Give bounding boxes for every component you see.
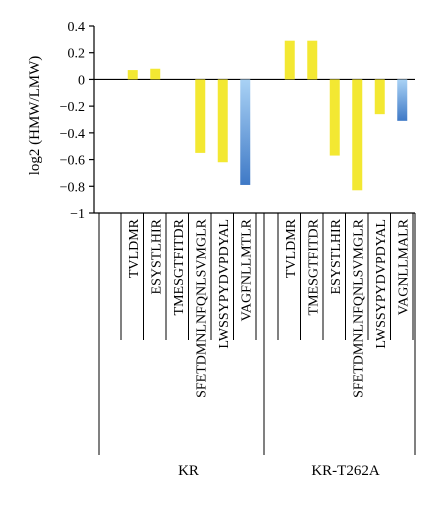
- category-label: TVLDMR: [127, 218, 142, 278]
- plot-area: 0.4 0.2 0 −0.2 −0.4 −0.6 −0.8 −1 log2 (HMW/LMW) T…: [27, 20, 416, 479]
- category-label: LWSSYPYDVPDYAL: [374, 219, 389, 349]
- y-tick-label: −1: [70, 207, 85, 222]
- group-label: KR-T262A: [311, 463, 379, 479]
- category-label: TVLDMR: [284, 218, 299, 278]
- y-tick-label: 0: [78, 73, 85, 88]
- category-label: SFETDMNLNFQNLSVMGLR: [351, 218, 366, 398]
- category-label: TMESGTFITDR: [172, 218, 187, 315]
- category-label: SFETDMNLNFQNLSVMGLR: [194, 218, 209, 398]
- bar-kr-t262a-sfetdmnlnfqnlsvmglr: [352, 79, 363, 191]
- bar-kr-tvldmr: [127, 70, 138, 80]
- category-label: ESYSTLHIR: [149, 218, 164, 294]
- category-label: TMESGTFITDR: [306, 218, 321, 315]
- y-tick-label: −0.6: [60, 154, 85, 169]
- category-label: LWSSYPYDVPDYAL: [217, 219, 232, 349]
- y-tick-label: −0.4: [60, 127, 85, 142]
- bar-kr-esystlhir: [150, 68, 161, 80]
- bar-kr-t262a-tmesgtfitdr: [307, 40, 318, 80]
- y-tick-label: −0.2: [60, 100, 85, 115]
- group-label: KR: [178, 463, 199, 479]
- bar-kr-vagfnllmtlr: [240, 79, 251, 185]
- category-label: VAGFNLLMTLR: [239, 218, 254, 321]
- bar-kr-t262a-esystlhir: [329, 79, 340, 156]
- y-tick-label: 0.2: [68, 47, 86, 62]
- category-label: ESYSTLHIR: [329, 218, 344, 294]
- y-tick-label: 0.4: [68, 20, 86, 35]
- bar-kr-t262a-vagnllmalr: [397, 79, 408, 121]
- category-label: VAGNLLMALR: [396, 218, 411, 315]
- bar-kr-lwssypydvpdyal: [217, 79, 228, 163]
- y-axis-label: log2 (HMW/LMW): [27, 56, 43, 176]
- bar-kr-sfetdmnlnfqnlsvmglr: [195, 79, 206, 153]
- bar-kr-t262a-lwssypydvpdyal: [374, 79, 385, 115]
- bar-kr-t262a-tvldmr: [284, 40, 295, 80]
- y-tick-label: −0.8: [60, 180, 85, 195]
